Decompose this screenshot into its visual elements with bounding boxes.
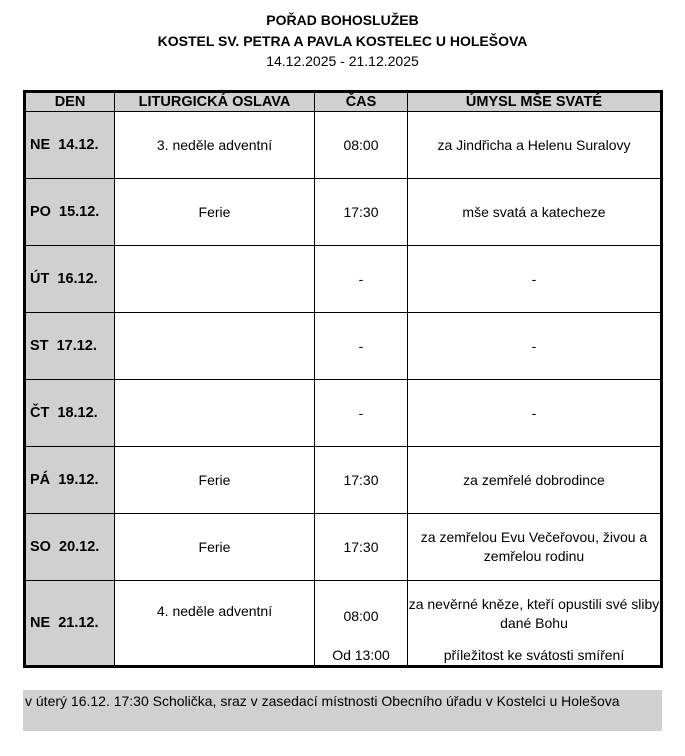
- time-cell: 17:30: [314, 178, 408, 246]
- day-cell: NE 21.12.: [24, 580, 115, 667]
- page-title: POŘAD BOHOSLUŽEB: [266, 12, 419, 28]
- celebration-cell: Ferie: [114, 513, 315, 581]
- table-row: ÚT 16.12. - -: [24, 245, 662, 313]
- day-cell: PO 15.12.: [24, 178, 115, 246]
- intention-cell: za Jindřicha a Helenu Suralovy: [407, 111, 662, 179]
- table-row: SO 20.12. Ferie 17:30 za zemřelou Evu Večeř…: [24, 513, 662, 581]
- church-name: KOSTEL SV. PETRA A PAVLA KOSTELEC U HOLE…: [157, 33, 528, 49]
- celebration-text: 4. neděle adventní: [156, 603, 273, 619]
- time-cell: -: [314, 379, 408, 447]
- celebration-cell: [114, 379, 315, 447]
- intention-cell: za zemřelou Evu Večeřovou, živou a zemře…: [407, 513, 662, 581]
- day-cell: SO 20.12.: [24, 513, 115, 581]
- celebration-cell: [114, 245, 315, 313]
- col-celebration: LITURGICKÁ OSLAVA: [114, 91, 315, 112]
- time-cell: -: [314, 245, 408, 313]
- intention-cell: -: [407, 245, 662, 313]
- col-day: DEN: [24, 91, 115, 112]
- time-text: 08:00: [343, 608, 379, 624]
- day-cell: PÁ 19.12.: [24, 446, 115, 514]
- table-row: PO 15.12. Ferie 17:30 mše svatá a katecheze: [24, 178, 662, 246]
- celebration-cell: 3. neděle adventní: [114, 111, 315, 179]
- table-row: ČT 18.12. - -: [24, 379, 662, 447]
- time-cell: 08:00 Od 13:00: [314, 580, 408, 667]
- celebration-cell: Ferie: [114, 446, 315, 514]
- time-cell: 08:00: [314, 111, 408, 179]
- celebration-cell: 4. neděle adventní: [114, 580, 315, 667]
- table-row: ST 17.12. - -: [24, 312, 662, 380]
- day-cell: ÚT 16.12.: [24, 245, 115, 313]
- time-cell: -: [314, 312, 408, 380]
- header-row: DEN LITURGICKÁ OSLAVA ČAS ÚMYSL MŠE SVAT…: [24, 91, 662, 112]
- date-range: 14.12.2025 - 21.12.2025: [266, 53, 419, 69]
- table-row: NE 14.12. 3. neděle adventní 08:00 za Jindř…: [24, 111, 662, 179]
- col-time: ČAS: [314, 91, 408, 112]
- intention-cell: -: [407, 312, 662, 380]
- day-cell: ST 17.12.: [24, 312, 115, 380]
- schedule-table: DEN LITURGICKÁ OSLAVA ČAS ÚMYSL MŠE SVAT…: [23, 90, 663, 668]
- intention-text: za nevěrné kněze, kteří opustili své sli…: [408, 596, 660, 631]
- celebration-cell: Ferie: [114, 178, 315, 246]
- intention-cell: za zemřelé dobrodince: [407, 446, 662, 514]
- note-box: v úterý 16.12. 17:30 Scholička, sraz v z…: [23, 690, 662, 731]
- celebration-cell: [114, 312, 315, 380]
- col-intention: ÚMYSL MŠE SVATÉ: [407, 91, 662, 112]
- table-row: PÁ 19.12. Ferie 17:30 za zemřelé dobrodince: [24, 446, 662, 514]
- time-cell: 17:30: [314, 446, 408, 514]
- time-text-2: Od 13:00: [332, 647, 390, 663]
- time-cell: 17:30: [314, 513, 408, 581]
- day-cell: ČT 18.12.: [24, 379, 115, 447]
- intention-cell: mše svatá a katecheze: [407, 178, 662, 246]
- intention-cell: za nevěrné kněze, kteří opustili své sli…: [407, 580, 662, 667]
- intention-text-2: příležitost ke svátosti smíření: [443, 647, 625, 663]
- table-row: NE 21.12. 4. neděle adventní 08:00 Od 13:…: [24, 580, 662, 667]
- intention-cell: -: [407, 379, 662, 447]
- day-cell: NE 14.12.: [24, 111, 115, 179]
